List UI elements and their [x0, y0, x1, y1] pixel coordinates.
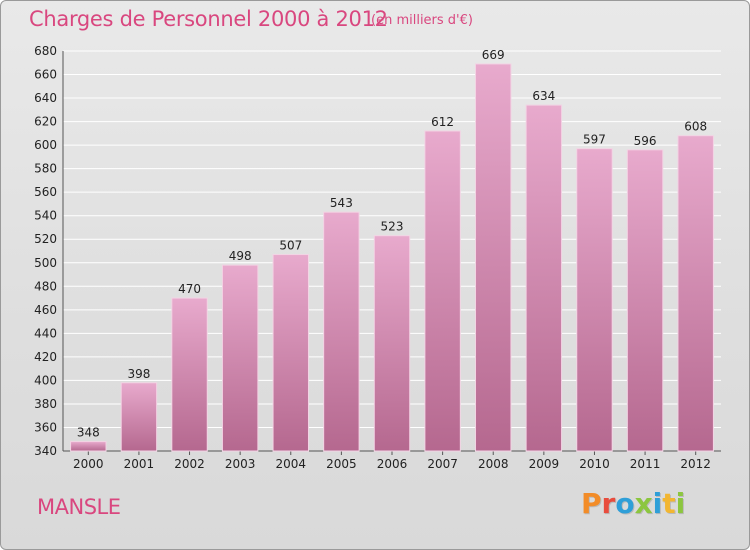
value-label-2001: 398: [127, 367, 150, 381]
y-tick-label: 340: [34, 444, 57, 458]
x-tick-label-2002: 2002: [174, 457, 205, 471]
chart-title: Charges de Personnel 2000 à 2012: [29, 7, 388, 31]
y-tick-label: 540: [34, 209, 57, 223]
logo-letter: r: [601, 487, 616, 520]
x-tick-label-2001: 2001: [124, 457, 155, 471]
bar-2012[interactable]: [677, 135, 714, 452]
y-tick-label: 640: [34, 91, 57, 105]
logo-letter: t: [662, 487, 676, 520]
y-tick-label: 520: [34, 232, 57, 246]
y-tick-label: 400: [34, 373, 57, 387]
bar-2002[interactable]: [171, 297, 208, 452]
x-tick-label-2008: 2008: [478, 457, 509, 471]
value-label-2008: 669: [482, 48, 505, 62]
x-tick-label-2010: 2010: [579, 457, 610, 471]
y-tick-label: 460: [34, 303, 57, 317]
chart-subtitle: (en milliers d'€): [371, 13, 473, 28]
y-tick-label: 580: [34, 162, 57, 176]
value-label-2007: 612: [431, 115, 454, 129]
logo-letter: x: [634, 487, 653, 520]
y-tick-label: 440: [34, 326, 57, 340]
bar-2003[interactable]: [221, 264, 259, 452]
place-name: MANSLE: [37, 495, 121, 519]
x-tick-label-2000: 2000: [73, 457, 104, 471]
value-label-2009: 634: [532, 89, 555, 103]
y-tick-label: 360: [34, 420, 57, 434]
y-tick-label: 380: [34, 397, 57, 411]
y-tick-label: 680: [34, 44, 57, 58]
value-label-2006: 523: [381, 220, 404, 234]
value-label-2005: 543: [330, 196, 353, 210]
proxiti-logo[interactable]: Proxiti: [581, 487, 685, 520]
value-label-2003: 498: [229, 249, 252, 263]
x-tick-label-2004: 2004: [275, 457, 306, 471]
value-label-2012: 608: [684, 120, 707, 134]
axes: 340 360 380 400 420 440 460 480 500 520 540 560 580 6…: [34, 44, 721, 471]
y-tick-label: 500: [34, 256, 57, 270]
bars: [70, 63, 714, 452]
x-tick-label-2007: 2007: [427, 457, 458, 471]
logo-letter: o: [615, 487, 635, 520]
bar-2008[interactable]: [475, 63, 512, 452]
bar-2007[interactable]: [424, 130, 461, 452]
bar-2006[interactable]: [373, 235, 411, 452]
value-label-2004: 507: [279, 239, 302, 253]
x-tick-label-2003: 2003: [225, 457, 256, 471]
y-tick-label: 560: [34, 185, 57, 199]
y-tick-label: 620: [34, 115, 57, 129]
y-tick-label: 600: [34, 138, 57, 152]
x-tick-label-2005: 2005: [326, 457, 357, 471]
value-label-2010: 597: [583, 133, 606, 147]
y-tick-label: 480: [34, 279, 57, 293]
bar-2001[interactable]: [120, 382, 158, 452]
value-label-2011: 596: [634, 134, 657, 148]
value-labels: 348 398 470 498 507 543 523 612 669 634 597 596 608: [77, 48, 707, 440]
x-tick-label-2011: 2011: [630, 457, 661, 471]
bar-2009[interactable]: [525, 104, 563, 452]
logo-letter: P: [581, 487, 602, 520]
value-label-2000: 348: [77, 426, 100, 440]
x-tick-label-2006: 2006: [377, 457, 408, 471]
bar-2005[interactable]: [323, 211, 360, 452]
y-tick-label: 420: [34, 350, 57, 364]
bar-2004[interactable]: [272, 254, 309, 452]
logo-letter: i: [652, 487, 663, 520]
bar-2000[interactable]: [70, 441, 107, 452]
value-label-2002: 470: [178, 282, 201, 296]
x-tick-label-2012: 2012: [680, 457, 711, 471]
y-tick-label: 660: [34, 68, 57, 82]
bar-2011[interactable]: [626, 149, 664, 452]
bar-2010[interactable]: [576, 148, 613, 452]
x-tick-label-2009: 2009: [529, 457, 560, 471]
logo-letter: i: [675, 487, 686, 520]
